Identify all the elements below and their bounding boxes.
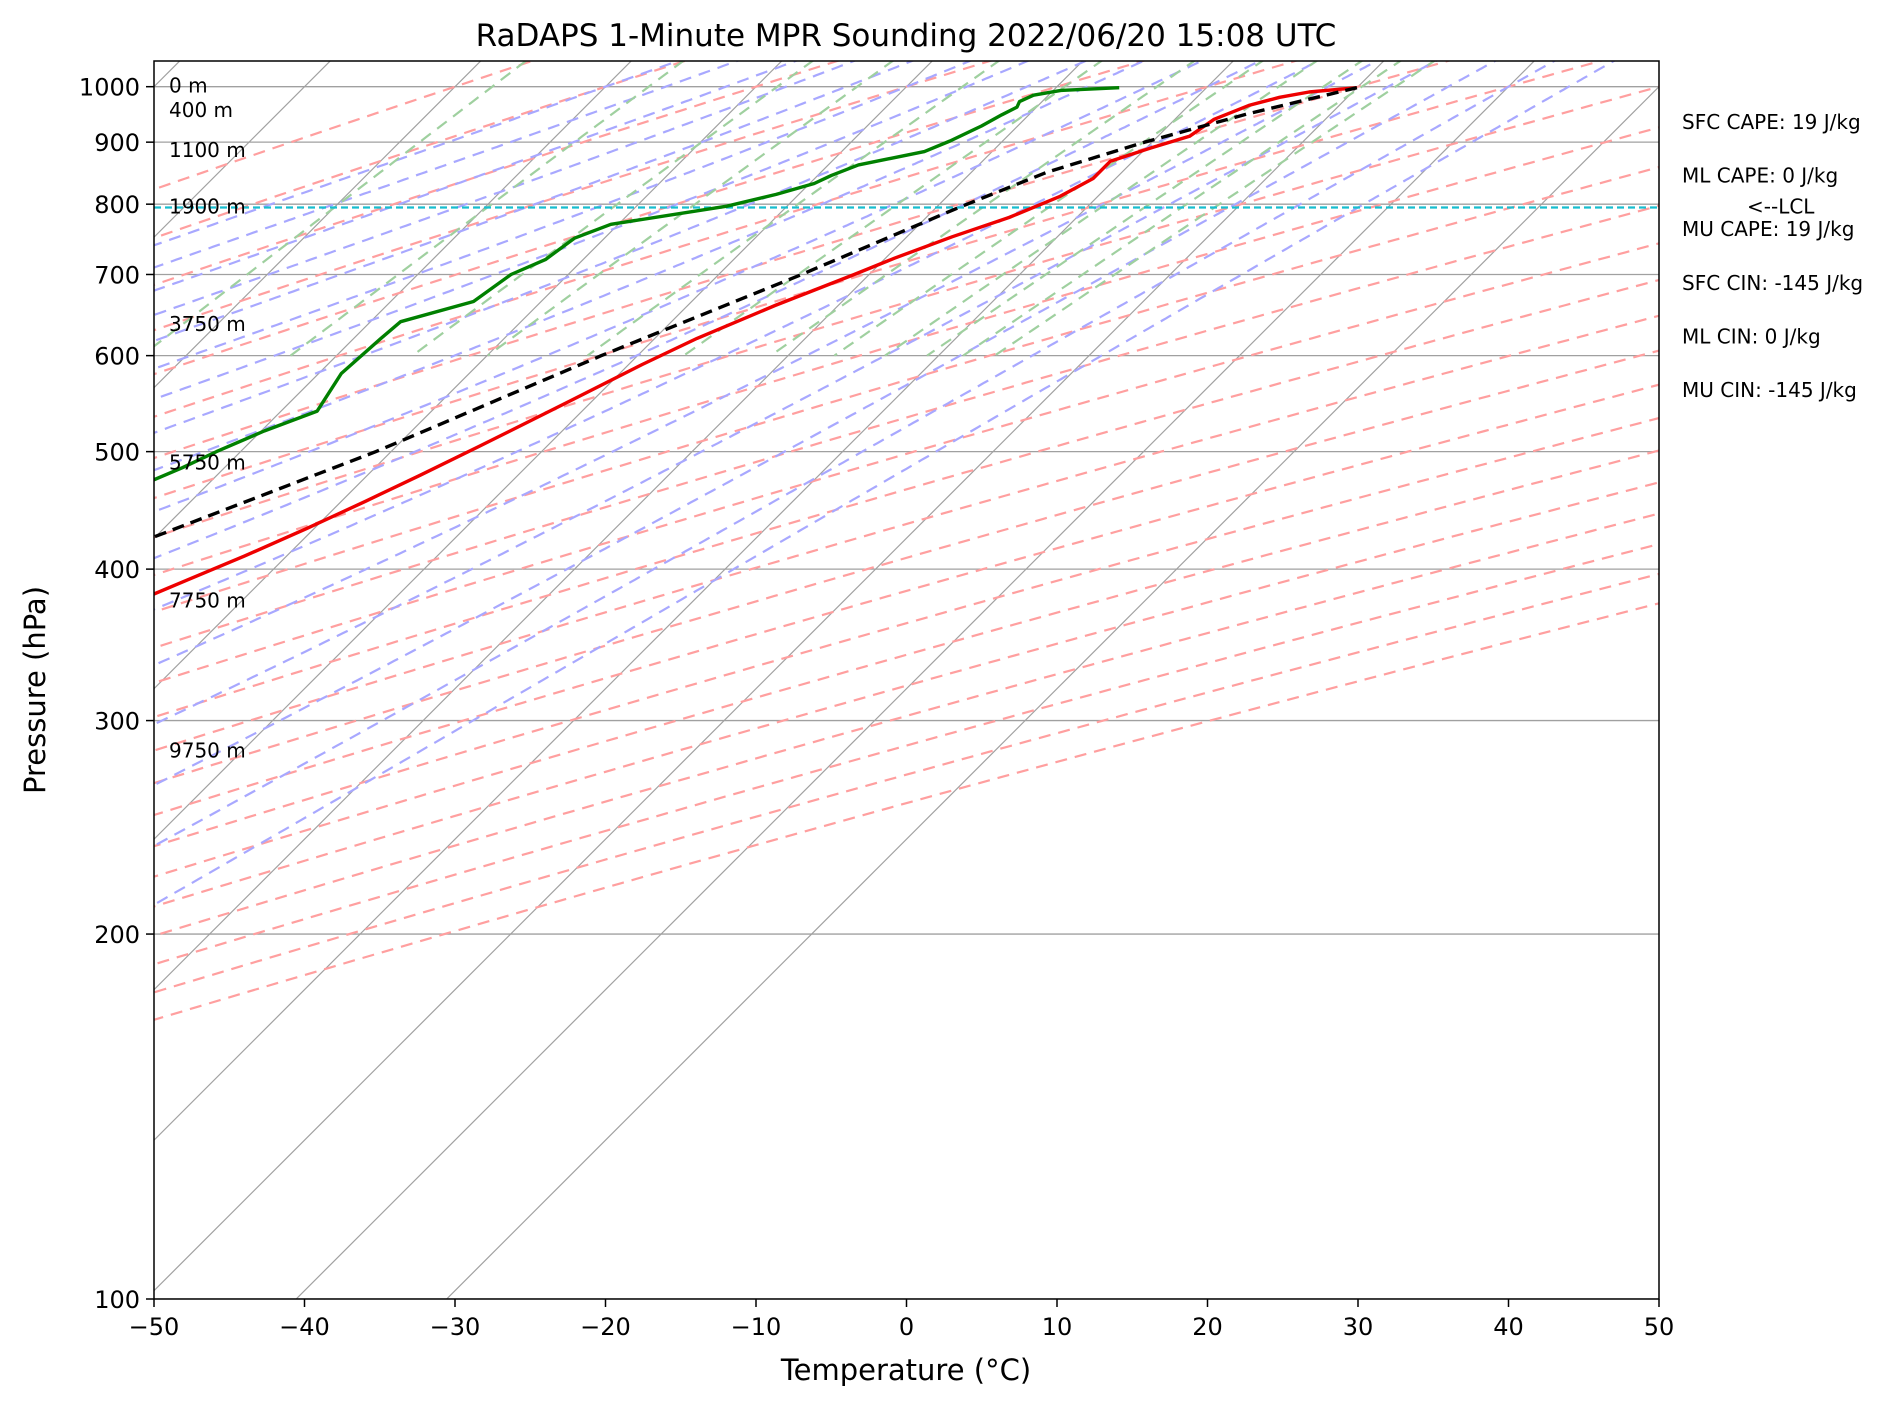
moist-adiabat-line — [154, 61, 973, 370]
temperature-profile-line — [154, 86, 1358, 596]
moist-adiabat-line — [154, 61, 1146, 472]
height-label: 5750 m — [169, 450, 246, 474]
series-layer — [154, 86, 1659, 596]
lcl-label: <--LCL — [1747, 194, 1815, 218]
x-axis: −50 −40 −30 −20 −10 0 10 20 30 40 50 — [129, 1299, 1675, 1341]
x-tick-label: 40 — [1493, 1313, 1524, 1341]
background-lines — [154, 61, 1659, 1299]
y-tick-label: 600 — [94, 343, 140, 371]
dry-adiabat-line — [154, 542, 1659, 966]
y-tick-label: 500 — [94, 439, 140, 467]
x-tick-label: 10 — [1042, 1313, 1073, 1341]
x-tick-label: 50 — [1644, 1313, 1675, 1341]
y-tick-label: 200 — [94, 921, 140, 949]
isotherm-line — [154, 61, 783, 690]
chart-title: RaDAPS 1-Minute MPR Sounding 2022/06/20 … — [476, 18, 1337, 54]
mixing-ratio-line — [411, 61, 815, 357]
mixing-ratio-line — [586, 61, 1001, 357]
x-tick-label: 0 — [899, 1313, 914, 1341]
isotherm-line — [154, 61, 633, 540]
moist-adiabat-line — [154, 61, 1321, 611]
mixing-ratio-line — [884, 61, 1319, 357]
stability-indices: SFC CAPE: 19 J/kg ML CAPE: 0 J/kg MU CAPE:… — [1682, 110, 1863, 402]
height-label: 1900 m — [169, 194, 246, 218]
dry-adiabat-line — [154, 61, 1605, 500]
isotherm-line — [154, 61, 1385, 1292]
isotherm-line — [154, 61, 934, 841]
height-label: 400 m — [169, 98, 233, 122]
dry-adiabat-line — [154, 165, 1659, 614]
x-tick-label: −20 — [580, 1313, 631, 1341]
y-tick-label: 300 — [94, 708, 140, 736]
x-tick-label: 30 — [1343, 1313, 1374, 1341]
isotherm-line — [445, 85, 1659, 1299]
mixing-ratio-line — [962, 61, 1403, 357]
plot-area — [153, 60, 1660, 1300]
y-tick-label: 700 — [94, 261, 140, 289]
x-tick-label: −40 — [279, 1313, 330, 1341]
moist-adiabat-line — [154, 61, 857, 317]
moist-adiabat-line — [154, 61, 1031, 401]
mixing-ratio-line — [487, 61, 895, 357]
x-tick-label: 20 — [1192, 1313, 1223, 1341]
height-label: 0 m — [169, 74, 208, 98]
dry-adiabat-line — [154, 416, 1659, 848]
mixing-ratio-line — [154, 61, 528, 348]
moist-adiabat-line — [154, 61, 1616, 907]
stability-index-text: ML CAPE: 0 J/kg — [1682, 164, 1838, 188]
mixing-ratio-line — [994, 61, 1437, 357]
moist-adiabat-line — [154, 61, 1380, 667]
stability-index-text: SFC CIN: -145 J/kg — [1682, 271, 1863, 295]
dry-adiabat-line — [154, 242, 1659, 685]
height-label: 1100 m — [169, 138, 246, 162]
y-tick-label: 100 — [94, 1286, 140, 1314]
stability-index-text: ML CIN: 0 J/kg — [1682, 324, 1821, 348]
stability-index-text: MU CAPE: 19 J/kg — [1682, 217, 1854, 241]
dry-adiabat-line — [154, 572, 1659, 994]
x-tick-label: −10 — [731, 1313, 782, 1341]
dry-adiabat-line — [154, 85, 1659, 539]
y-tick-label: 1000 — [79, 74, 140, 102]
moist-adiabat-line — [154, 61, 1204, 513]
lcl-annotation: <--LCL — [1747, 194, 1815, 218]
height-label: 3750 m — [169, 312, 246, 336]
height-label: 9750 m — [169, 738, 246, 762]
isotherm-line — [154, 61, 1235, 1142]
dry-adiabat-line — [154, 204, 1659, 650]
isotherm-line — [154, 61, 482, 389]
moist-adiabat-line — [154, 61, 799, 292]
x-tick-label: −30 — [430, 1313, 481, 1341]
dry-adiabat-line — [154, 349, 1659, 785]
dry-adiabat-line — [154, 61, 841, 287]
stability-index-text: SFC CAPE: 19 J/kg — [1682, 110, 1861, 134]
x-tick-label: −50 — [129, 1313, 180, 1341]
mixing-ratio-line — [926, 61, 1364, 357]
moist-adiabat-line — [154, 61, 1557, 848]
dry-adiabat-line — [154, 61, 1300, 418]
moist-adiabat-line — [154, 61, 1089, 435]
y-axis: 1000 900 800 700 600 500 400 300 200 100 — [79, 74, 154, 1314]
mixing-ratio-line — [289, 61, 686, 357]
height-label: 7750 m — [169, 589, 246, 613]
y-tick-label: 900 — [94, 129, 140, 157]
dry-adiabat-line — [154, 61, 689, 240]
dry-adiabat-line — [154, 61, 1147, 376]
y-tick-label: 400 — [94, 556, 140, 584]
dry-adiabat-line — [154, 61, 1452, 460]
x-axis-label: Temperature (°C) — [780, 1353, 1031, 1387]
stability-index-text: MU CIN: -145 J/kg — [1682, 378, 1857, 402]
y-axis-label: Pressure (hPa) — [18, 586, 52, 794]
dewpoint-profile-line — [154, 86, 1120, 482]
isotherm-line — [154, 61, 1084, 991]
dry-adiabat-line — [154, 481, 1659, 908]
y-tick-label: 800 — [94, 191, 140, 219]
moist-adiabat-line — [154, 61, 1439, 726]
